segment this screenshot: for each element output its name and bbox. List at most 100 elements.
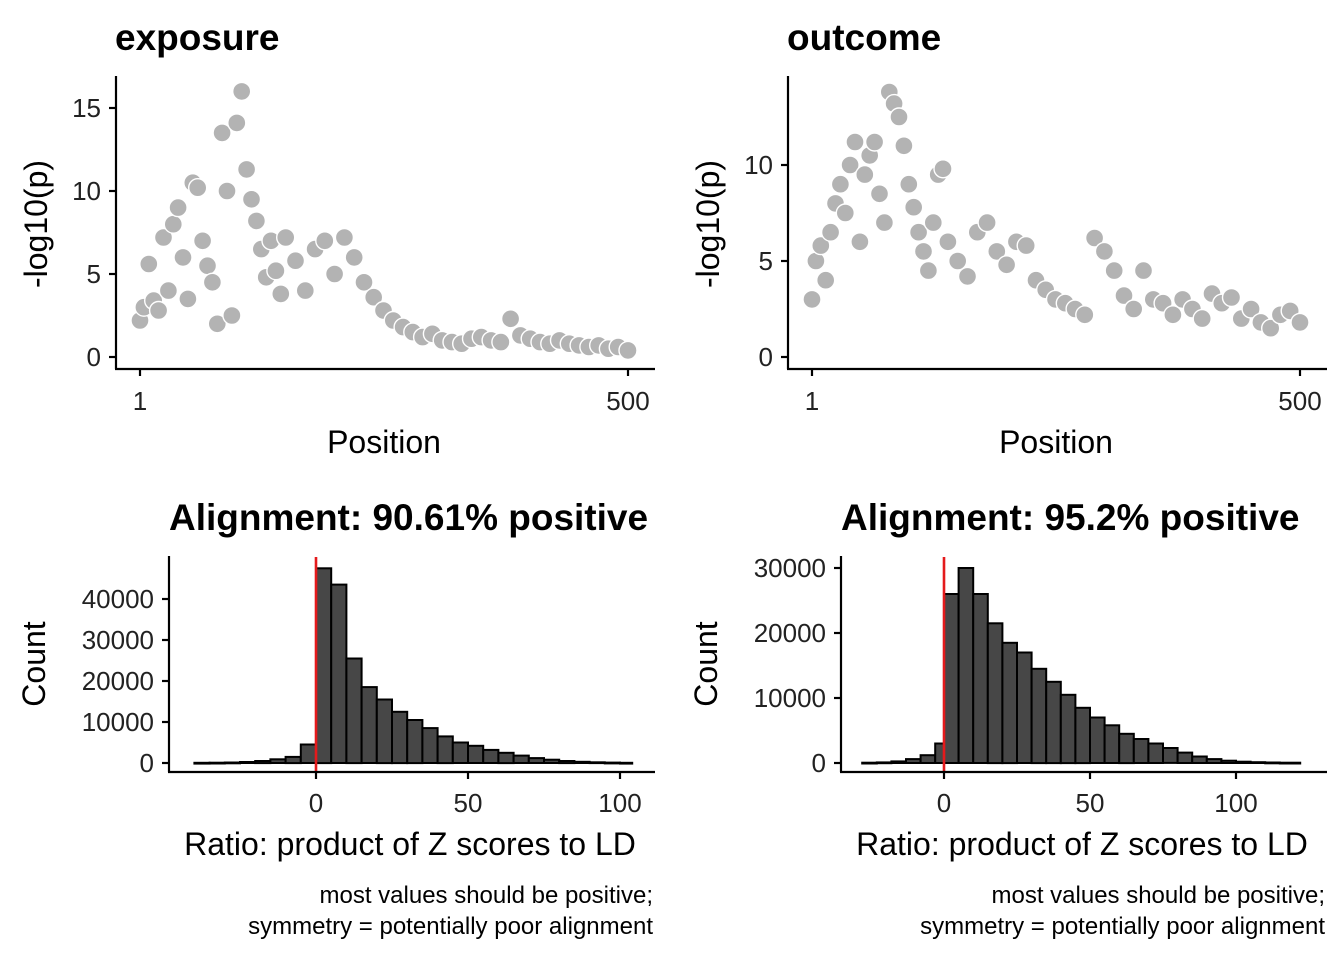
- y-tick-label: 5: [759, 246, 773, 276]
- panel-title: Alignment: 90.61% positive: [169, 497, 648, 538]
- y-tick-label: 30000: [82, 625, 154, 655]
- histogram-bar: [957, 567, 975, 764]
- histogram-bar: [1059, 693, 1077, 765]
- histogram-bar: [330, 583, 348, 764]
- x-tick-label: 1: [133, 386, 147, 416]
- histogram-bar: [986, 622, 1004, 765]
- histogram-bar: [543, 758, 561, 765]
- data-point: [1123, 299, 1144, 319]
- data-point: [168, 197, 188, 218]
- panel-hist-outcome: Alignment: 95.2% positive 0 10000 20000 …: [688, 497, 1327, 940]
- data-point: [163, 214, 184, 234]
- histogram-bar: [1220, 759, 1238, 765]
- histogram-bar: [1191, 755, 1208, 764]
- histogram-bar: [284, 755, 302, 765]
- data-point: [1241, 299, 1261, 319]
- data-point: [197, 256, 218, 276]
- data-point: [996, 255, 1017, 275]
- histogram-bar: [269, 758, 287, 764]
- data-point: [246, 211, 267, 231]
- histogram-bar: [345, 657, 363, 765]
- data-point: [835, 203, 855, 223]
- data-point: [923, 212, 943, 233]
- x-tick-label: 500: [1278, 386, 1321, 416]
- panel-title: exposure: [115, 17, 280, 58]
- data-point: [913, 241, 934, 262]
- histogram-bar: [375, 698, 393, 765]
- y-tick-label: 10000: [82, 707, 154, 737]
- histogram-bar: [603, 761, 621, 765]
- data-point: [192, 231, 213, 251]
- histogram-bar: [299, 743, 317, 764]
- data-point: [845, 132, 865, 152]
- data-point: [1192, 308, 1212, 329]
- x-tick-label: 100: [1214, 788, 1257, 818]
- data-point: [236, 159, 257, 180]
- data-point: [158, 280, 179, 301]
- data-point: [364, 287, 384, 307]
- histogram-bar: [482, 748, 500, 765]
- caption-line: most values should be positive;: [991, 882, 1325, 909]
- data-point: [864, 132, 885, 152]
- panel-title: Alignment: 95.2% positive: [841, 497, 1300, 538]
- histogram-bar: [1016, 651, 1033, 764]
- data-point: [491, 332, 511, 352]
- y-tick-label: 0: [87, 342, 101, 372]
- caption-line: most values should be positive;: [319, 882, 653, 909]
- data-point: [855, 164, 875, 185]
- x-tick-label: 50: [1076, 788, 1105, 818]
- y-axis-title: Count: [688, 621, 724, 707]
- data-point: [271, 284, 291, 304]
- data-point: [850, 232, 870, 252]
- histogram-bar: [1030, 667, 1048, 765]
- histogram-bar: [451, 741, 469, 764]
- data-point: [187, 177, 208, 198]
- x-tick-label: 1: [805, 386, 819, 416]
- histogram-bar: [360, 686, 378, 764]
- data-point: [977, 212, 997, 233]
- y-tick-label: 0: [812, 748, 826, 778]
- data-point: [1221, 287, 1242, 308]
- histogram-bar: [588, 761, 606, 765]
- y-tick-label: 20000: [754, 618, 826, 648]
- data-point: [231, 81, 252, 102]
- caption-line: symmetry = potentially poor alignment: [920, 913, 1325, 940]
- y-tick-label: 0: [140, 748, 154, 778]
- data-point: [938, 232, 958, 252]
- histogram-bar: [193, 761, 211, 765]
- data-point: [334, 227, 355, 248]
- histogram-bar: [1001, 641, 1019, 765]
- histogram-bar: [1264, 761, 1281, 765]
- histogram-bar: [512, 754, 530, 764]
- data-point: [222, 305, 242, 326]
- histogram-bar: [406, 719, 424, 765]
- data-point: [148, 300, 169, 321]
- data-point: [212, 123, 232, 143]
- histogram-bar: [239, 761, 257, 764]
- data-point: [173, 247, 193, 268]
- histogram-bar: [890, 760, 908, 765]
- histogram-bar: [1249, 761, 1267, 765]
- data-point: [315, 231, 335, 251]
- data-point: [1104, 260, 1124, 281]
- histogram-bar: [934, 742, 946, 764]
- data-point: [344, 247, 364, 268]
- x-tick-label: 0: [937, 788, 951, 818]
- data-point: [354, 272, 374, 292]
- histogram-bar: [497, 751, 515, 765]
- histogram-bar: [558, 760, 576, 765]
- data-point: [987, 241, 1007, 262]
- data-point: [618, 340, 638, 361]
- histogram-bar: [943, 593, 960, 764]
- y-tick-label: 40000: [82, 584, 154, 614]
- histogram-bar: [208, 761, 226, 765]
- histogram-bar: [1176, 751, 1194, 764]
- data-point: [241, 189, 262, 210]
- data-point: [295, 280, 315, 301]
- histogram-bar: [573, 760, 591, 764]
- y-axis-title: Count: [16, 621, 52, 707]
- data-point: [1084, 228, 1105, 248]
- panel-exposure: exposure 0 5 10 15 1 500 Position -log10…: [18, 17, 655, 460]
- panel-outcome: outcome 0 5 10 1 500 Position -log10(p): [690, 17, 1327, 460]
